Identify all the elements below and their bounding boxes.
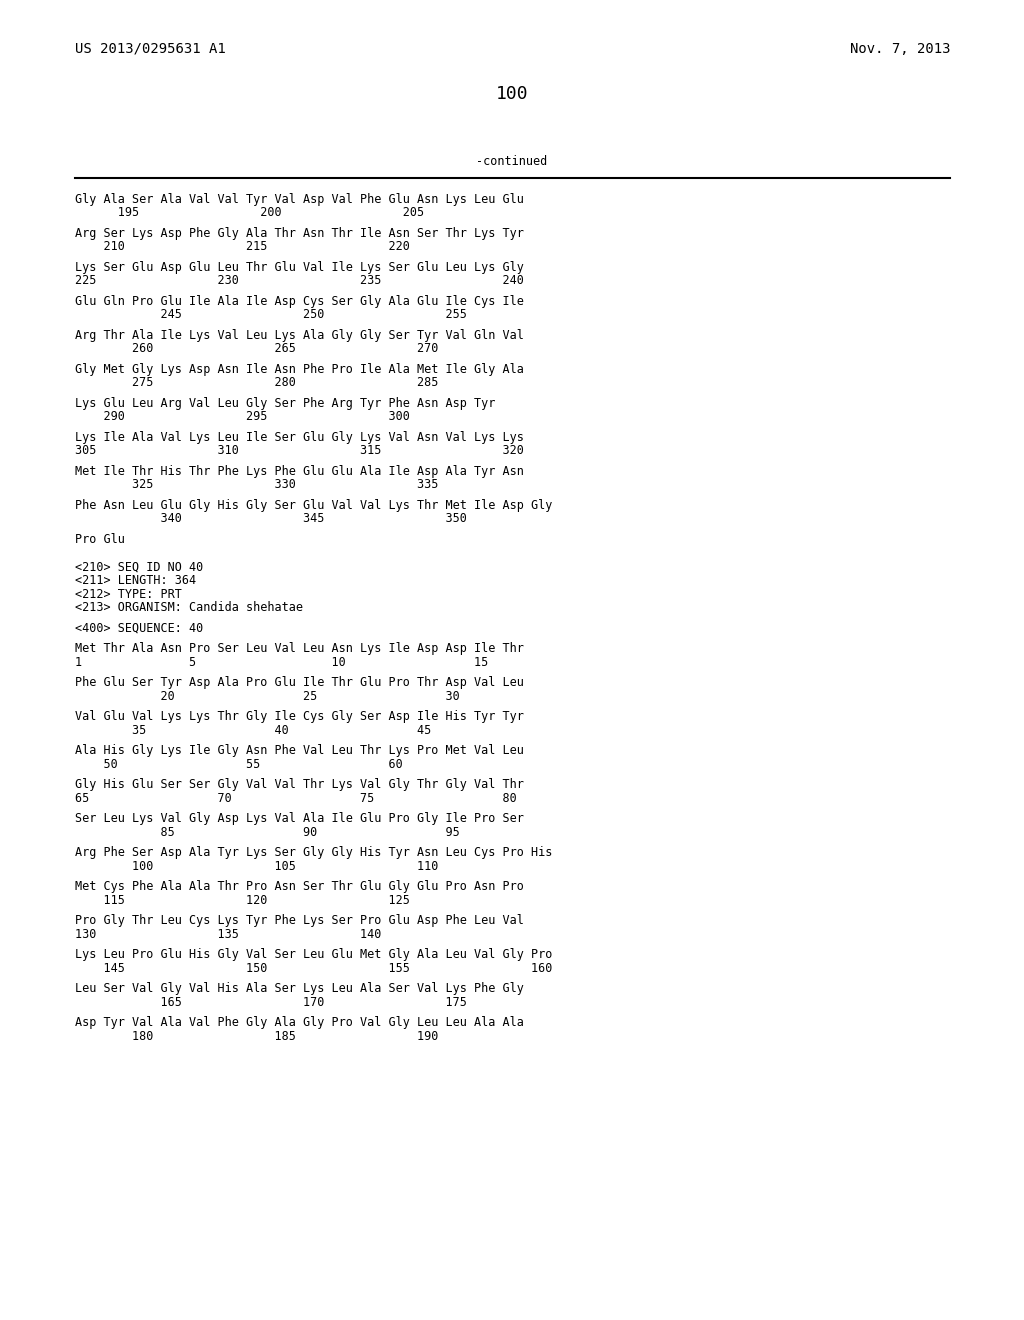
- Text: <400> SEQUENCE: 40: <400> SEQUENCE: 40: [75, 622, 203, 635]
- Text: 290                 295                 300: 290 295 300: [75, 411, 410, 424]
- Text: Arg Phe Ser Asp Ala Tyr Lys Ser Gly Gly His Tyr Asn Leu Cys Pro His: Arg Phe Ser Asp Ala Tyr Lys Ser Gly Gly …: [75, 846, 552, 859]
- Text: Lys Leu Pro Glu His Gly Val Ser Leu Glu Met Gly Ala Leu Val Gly Pro: Lys Leu Pro Glu His Gly Val Ser Leu Glu …: [75, 948, 552, 961]
- Text: Lys Ser Glu Asp Glu Leu Thr Glu Val Ile Lys Ser Glu Leu Lys Gly: Lys Ser Glu Asp Glu Leu Thr Glu Val Ile …: [75, 261, 524, 275]
- Text: <212> TYPE: PRT: <212> TYPE: PRT: [75, 587, 182, 601]
- Text: 260                 265                 270: 260 265 270: [75, 342, 438, 355]
- Text: 100: 100: [496, 84, 528, 103]
- Text: Pro Glu: Pro Glu: [75, 533, 125, 546]
- Text: Met Cys Phe Ala Ala Thr Pro Asn Ser Thr Glu Gly Glu Pro Asn Pro: Met Cys Phe Ala Ala Thr Pro Asn Ser Thr …: [75, 880, 524, 894]
- Text: 245                 250                 255: 245 250 255: [75, 309, 467, 322]
- Text: Val Glu Val Lys Lys Thr Gly Ile Cys Gly Ser Asp Ile His Tyr Tyr: Val Glu Val Lys Lys Thr Gly Ile Cys Gly …: [75, 710, 524, 723]
- Text: Ser Leu Lys Val Gly Asp Lys Val Ala Ile Glu Pro Gly Ile Pro Ser: Ser Leu Lys Val Gly Asp Lys Val Ala Ile …: [75, 812, 524, 825]
- Text: 210                 215                 220: 210 215 220: [75, 240, 410, 253]
- Text: Gly His Glu Ser Ser Gly Val Val Thr Lys Val Gly Thr Gly Val Thr: Gly His Glu Ser Ser Gly Val Val Thr Lys …: [75, 777, 524, 791]
- Text: Lys Glu Leu Arg Val Leu Gly Ser Phe Arg Tyr Phe Asn Asp Tyr: Lys Glu Leu Arg Val Leu Gly Ser Phe Arg …: [75, 397, 496, 411]
- Text: <210> SEQ ID NO 40: <210> SEQ ID NO 40: [75, 561, 203, 573]
- Text: <213> ORGANISM: Candida shehatae: <213> ORGANISM: Candida shehatae: [75, 601, 303, 614]
- Text: Asp Tyr Val Ala Val Phe Gly Ala Gly Pro Val Gly Leu Leu Ala Ala: Asp Tyr Val Ala Val Phe Gly Ala Gly Pro …: [75, 1016, 524, 1030]
- Text: <211> LENGTH: 364: <211> LENGTH: 364: [75, 574, 197, 587]
- Text: Gly Met Gly Lys Asp Asn Ile Asn Phe Pro Ile Ala Met Ile Gly Ala: Gly Met Gly Lys Asp Asn Ile Asn Phe Pro …: [75, 363, 524, 376]
- Text: 225                 230                 235                 240: 225 230 235 240: [75, 275, 524, 288]
- Text: Pro Gly Thr Leu Cys Lys Tyr Phe Lys Ser Pro Glu Asp Phe Leu Val: Pro Gly Thr Leu Cys Lys Tyr Phe Lys Ser …: [75, 913, 524, 927]
- Text: 325                 330                 335: 325 330 335: [75, 479, 438, 491]
- Text: Met Ile Thr His Thr Phe Lys Phe Glu Glu Ala Ile Asp Ala Tyr Asn: Met Ile Thr His Thr Phe Lys Phe Glu Glu …: [75, 465, 524, 478]
- Text: Gly Ala Ser Ala Val Val Tyr Val Asp Val Phe Glu Asn Lys Leu Glu: Gly Ala Ser Ala Val Val Tyr Val Asp Val …: [75, 193, 524, 206]
- Text: Arg Thr Ala Ile Lys Val Leu Lys Ala Gly Gly Ser Tyr Val Gln Val: Arg Thr Ala Ile Lys Val Leu Lys Ala Gly …: [75, 329, 524, 342]
- Text: Phe Glu Ser Tyr Asp Ala Pro Glu Ile Thr Glu Pro Thr Asp Val Leu: Phe Glu Ser Tyr Asp Ala Pro Glu Ile Thr …: [75, 676, 524, 689]
- Text: 305                 310                 315                 320: 305 310 315 320: [75, 445, 524, 458]
- Text: Arg Ser Lys Asp Phe Gly Ala Thr Asn Thr Ile Asn Ser Thr Lys Tyr: Arg Ser Lys Asp Phe Gly Ala Thr Asn Thr …: [75, 227, 524, 240]
- Text: 130                 135                 140: 130 135 140: [75, 928, 381, 940]
- Text: 50                  55                  60: 50 55 60: [75, 758, 402, 771]
- Text: 180                 185                 190: 180 185 190: [75, 1030, 438, 1043]
- Text: 340                 345                 350: 340 345 350: [75, 512, 467, 525]
- Text: 165                 170                 175: 165 170 175: [75, 995, 467, 1008]
- Text: 195                 200                 205: 195 200 205: [75, 206, 424, 219]
- Text: Ala His Gly Lys Ile Gly Asn Phe Val Leu Thr Lys Pro Met Val Leu: Ala His Gly Lys Ile Gly Asn Phe Val Leu …: [75, 744, 524, 756]
- Text: 20                  25                  30: 20 25 30: [75, 689, 460, 702]
- Text: Leu Ser Val Gly Val His Ala Ser Lys Leu Ala Ser Val Lys Phe Gly: Leu Ser Val Gly Val His Ala Ser Lys Leu …: [75, 982, 524, 995]
- Text: Met Thr Ala Asn Pro Ser Leu Val Leu Asn Lys Ile Asp Asp Ile Thr: Met Thr Ala Asn Pro Ser Leu Val Leu Asn …: [75, 642, 524, 655]
- Text: 115                 120                 125: 115 120 125: [75, 894, 410, 907]
- Text: 275                 280                 285: 275 280 285: [75, 376, 438, 389]
- Text: 145                 150                 155                 160: 145 150 155 160: [75, 961, 552, 974]
- Text: 65                  70                  75                  80: 65 70 75 80: [75, 792, 517, 804]
- Text: 85                  90                  95: 85 90 95: [75, 825, 460, 838]
- Text: 100                 105                 110: 100 105 110: [75, 859, 438, 873]
- Text: Lys Ile Ala Val Lys Leu Ile Ser Glu Gly Lys Val Asn Val Lys Lys: Lys Ile Ala Val Lys Leu Ile Ser Glu Gly …: [75, 432, 524, 444]
- Text: 1               5                   10                  15: 1 5 10 15: [75, 656, 488, 668]
- Text: Nov. 7, 2013: Nov. 7, 2013: [850, 42, 950, 55]
- Text: Glu Gln Pro Glu Ile Ala Ile Asp Cys Ser Gly Ala Glu Ile Cys Ile: Glu Gln Pro Glu Ile Ala Ile Asp Cys Ser …: [75, 294, 524, 308]
- Text: Phe Asn Leu Glu Gly His Gly Ser Glu Val Val Lys Thr Met Ile Asp Gly: Phe Asn Leu Glu Gly His Gly Ser Glu Val …: [75, 499, 552, 512]
- Text: 35                  40                  45: 35 40 45: [75, 723, 431, 737]
- Text: -continued: -continued: [476, 154, 548, 168]
- Text: US 2013/0295631 A1: US 2013/0295631 A1: [75, 42, 225, 55]
